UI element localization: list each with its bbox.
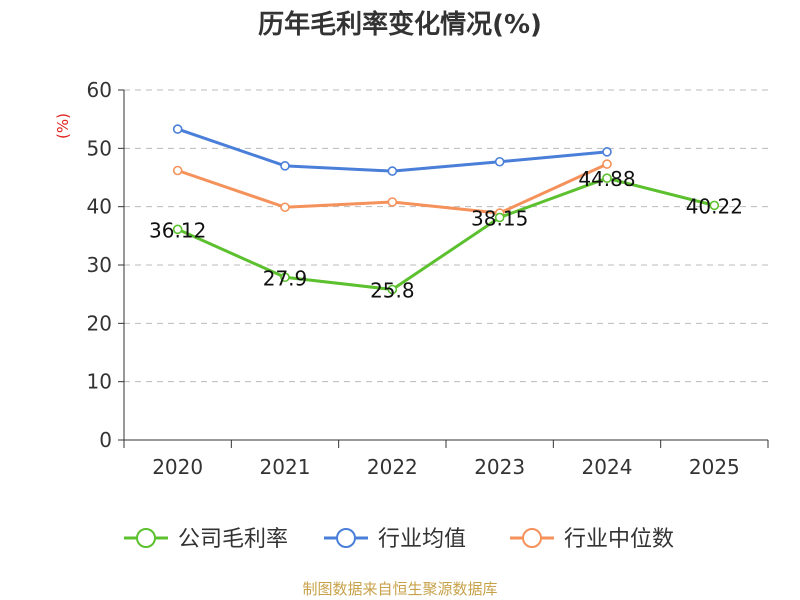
- legend-label: 公司毛利率: [178, 527, 288, 552]
- data-point: [494, 156, 505, 167]
- data-point: [709, 200, 720, 211]
- y-tick-label: 30: [87, 253, 112, 277]
- y-tick-label: 10: [87, 370, 112, 394]
- legend: 公司毛利率 行业均值 行业中位数: [124, 527, 674, 552]
- legend-marker: [136, 528, 156, 548]
- chart-title: 历年毛利率变化情况(%): [258, 10, 542, 40]
- legend-marker: [336, 528, 356, 548]
- source-footer: 制图数据来自恒生聚源数据库: [302, 580, 498, 598]
- data-point: [280, 272, 290, 283]
- series-lines: [172, 124, 720, 295]
- data-point: [494, 212, 505, 223]
- axes: 0 10 20 30 40 50 60 (%) 2020 2021 2022 2023 2024 2025: [54, 78, 769, 479]
- y-tick-label: 60: [87, 78, 112, 102]
- data-label: 38.15: [471, 206, 528, 230]
- x-tick-label: 2022: [367, 455, 418, 479]
- data-point: [280, 202, 290, 213]
- legend-marker: [522, 528, 542, 548]
- data-label: 40.22: [686, 194, 743, 218]
- data-label: 36.12: [149, 218, 206, 242]
- y-tick-label: 40: [87, 195, 112, 219]
- data-point: [387, 284, 398, 295]
- legend-label: 行业均值: [378, 527, 466, 552]
- x-tick-label: 2024: [582, 455, 633, 479]
- series-line: [177, 176, 715, 291]
- series-line: [177, 127, 608, 173]
- x-tick-label: 2025: [689, 455, 740, 479]
- data-label: 27.9: [263, 266, 308, 290]
- grid-lines: [124, 89, 768, 383]
- data-point: [602, 159, 612, 169]
- y-axis-unit-label: (%): [54, 113, 72, 139]
- y-tick-label: 20: [87, 311, 112, 335]
- data-point: [602, 147, 612, 157]
- data-point: [172, 124, 183, 134]
- data-point: [387, 166, 398, 176]
- x-tick-label: 2020: [152, 455, 203, 479]
- y-tick-label: 0: [99, 428, 112, 452]
- data-point: [172, 224, 183, 235]
- x-tick-label: 2023: [474, 455, 525, 479]
- x-tick-label: 2021: [260, 455, 311, 479]
- data-point: [280, 161, 290, 171]
- data-point: [387, 197, 398, 207]
- data-labels: 36.12 27.9 25.8 38.15 44.88 40.22: [149, 167, 743, 302]
- data-point: [172, 165, 183, 176]
- data-label: 44.88: [578, 167, 635, 191]
- legend-label: 行业中位数: [564, 527, 674, 552]
- data-point: [602, 173, 612, 183]
- data-label: 25.8: [370, 279, 415, 303]
- y-tick-label: 50: [87, 136, 112, 160]
